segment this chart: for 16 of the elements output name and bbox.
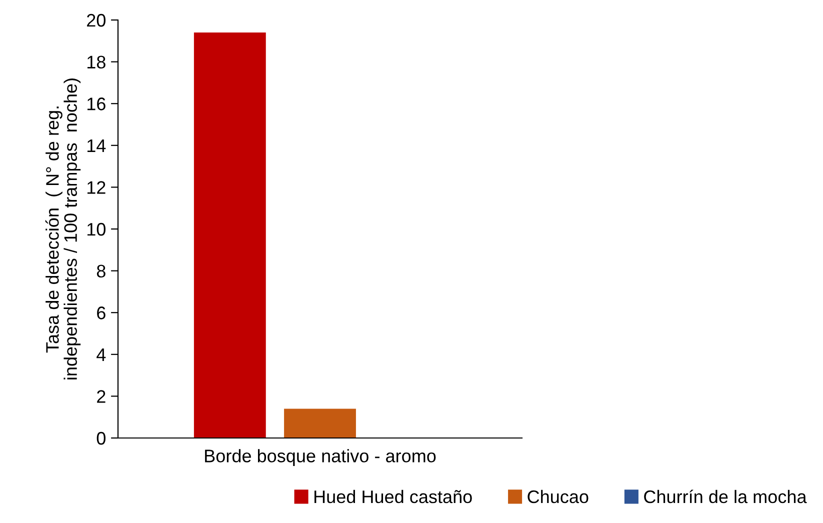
y-tick-label: 4 (96, 348, 106, 361)
y-tick-label: 18 (87, 56, 106, 69)
y-tick-label: 12 (87, 181, 106, 194)
y-tick-label: 20 (87, 14, 106, 27)
y-tick-label: 16 (87, 98, 106, 110)
y-tick-label: 0 (96, 432, 106, 445)
legend-label: Churrín de la mocha (644, 490, 807, 504)
y-tick-label: 6 (97, 306, 106, 320)
y-tick-label: 2 (97, 390, 106, 403)
legend-label: Chucao (528, 490, 588, 504)
x-tick-label: Borde bosque nativo - aromo (205, 449, 436, 466)
y-tick-label: 8 (96, 264, 106, 278)
y-tick-label: 10 (87, 222, 106, 236)
legend-label: Hued Hued castaño (314, 490, 472, 504)
y-tick-label: 14 (87, 140, 106, 152)
y-axis-title: Tasa de detección ( N° de reg. independientes / 100 trampas noche) (45, 78, 81, 380)
